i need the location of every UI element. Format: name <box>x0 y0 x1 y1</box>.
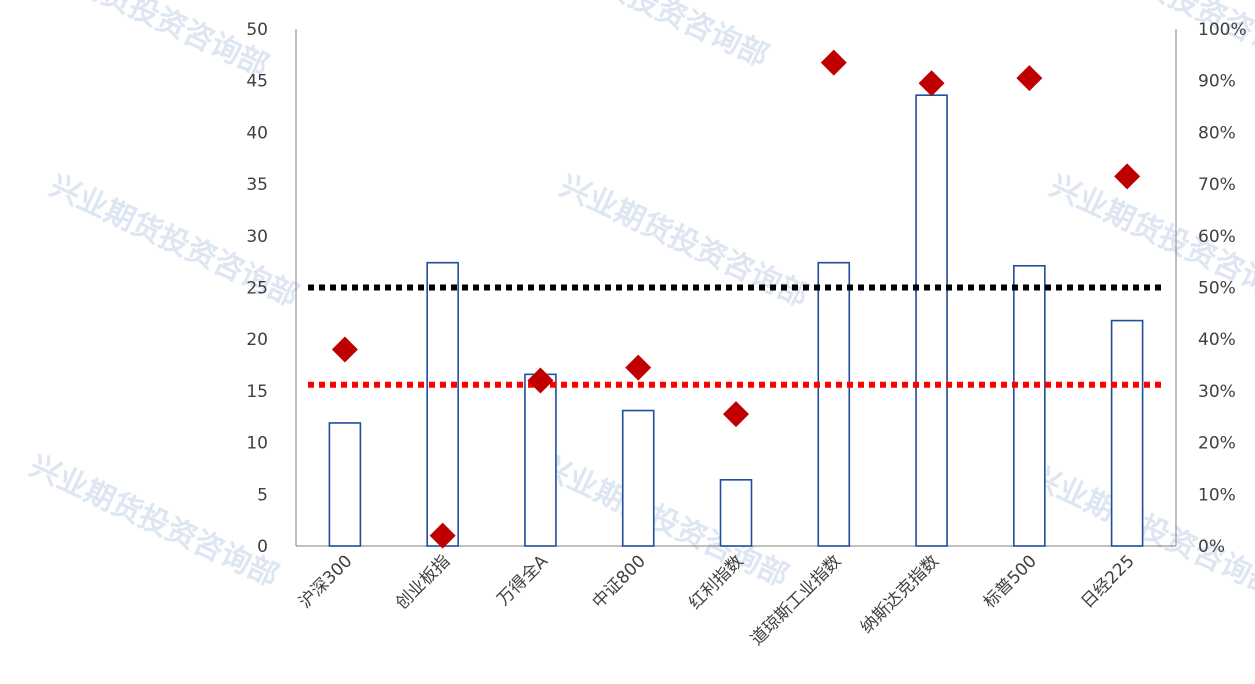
bar <box>915 94 948 547</box>
x-category-label: 万得全A <box>494 551 553 610</box>
diamond-marker <box>1114 163 1141 190</box>
y2-tick-label: 0% <box>1198 537 1225 557</box>
diamond-marker <box>331 336 358 363</box>
y-tick-label: 45 <box>246 72 268 92</box>
watermark-text: 兴业期货投资咨询部 <box>14 0 273 84</box>
y-tick-label: 15 <box>246 382 268 402</box>
diamond-marker <box>625 354 652 381</box>
y-tick-label: 35 <box>246 175 268 195</box>
watermark-text: 兴业期货投资咨询部 <box>534 448 793 594</box>
bar-series <box>328 94 1144 547</box>
diamond-marker <box>918 70 945 97</box>
bar <box>817 261 851 547</box>
x-category-label: 日经225 <box>1078 551 1139 612</box>
y-tick-label: 25 <box>246 279 268 299</box>
bar <box>524 373 557 547</box>
watermark-text: 兴业期货投资咨询部 <box>514 0 773 74</box>
bar <box>1013 264 1046 547</box>
reference-lines <box>308 284 1166 388</box>
y-tick-label: 30 <box>246 227 268 247</box>
x-category-label: 创业板指 <box>392 551 454 613</box>
watermark-text: 兴业期货投资咨询部 <box>24 448 283 594</box>
y2-tick-label: 20% <box>1198 434 1236 454</box>
y2-tick-label: 100% <box>1198 20 1247 40</box>
bar <box>621 409 655 547</box>
y-tick-label: 40 <box>246 123 268 143</box>
diamond-marker <box>527 367 554 394</box>
y-tick-label: 50 <box>246 20 268 40</box>
y-tick-label: 0 <box>257 537 268 557</box>
y-tick-label: 20 <box>246 330 268 350</box>
x-category-label: 沪深300 <box>295 551 356 612</box>
bar <box>328 422 362 547</box>
diamond-marker <box>429 522 456 549</box>
y-tick-label: 10 <box>246 434 268 454</box>
y2-tick-label: 50% <box>1198 279 1236 299</box>
diamond-marker <box>820 49 847 76</box>
bar <box>426 261 459 547</box>
y2-tick-label: 60% <box>1198 227 1236 247</box>
y2-tick-label: 10% <box>1198 485 1236 505</box>
y-tick-label: 5 <box>257 485 268 505</box>
bar <box>719 479 753 547</box>
y2-tick-label: 90% <box>1198 72 1236 92</box>
y2-tick-label: 40% <box>1198 330 1236 350</box>
bar <box>1110 319 1144 547</box>
diamond-marker <box>1016 65 1043 92</box>
x-category-label: 标普500 <box>980 551 1041 612</box>
y2-tick-label: 80% <box>1198 123 1236 143</box>
x-category-label: 纳斯达克指数 <box>857 551 943 637</box>
y2-tick-label: 30% <box>1198 382 1236 402</box>
watermark-text: 兴业期货投资咨询部 <box>554 168 813 314</box>
y2-tick-label: 70% <box>1198 175 1236 195</box>
diamond-marker <box>723 401 749 428</box>
x-category-label: 中证800 <box>589 551 650 612</box>
marker-series <box>331 49 1141 549</box>
